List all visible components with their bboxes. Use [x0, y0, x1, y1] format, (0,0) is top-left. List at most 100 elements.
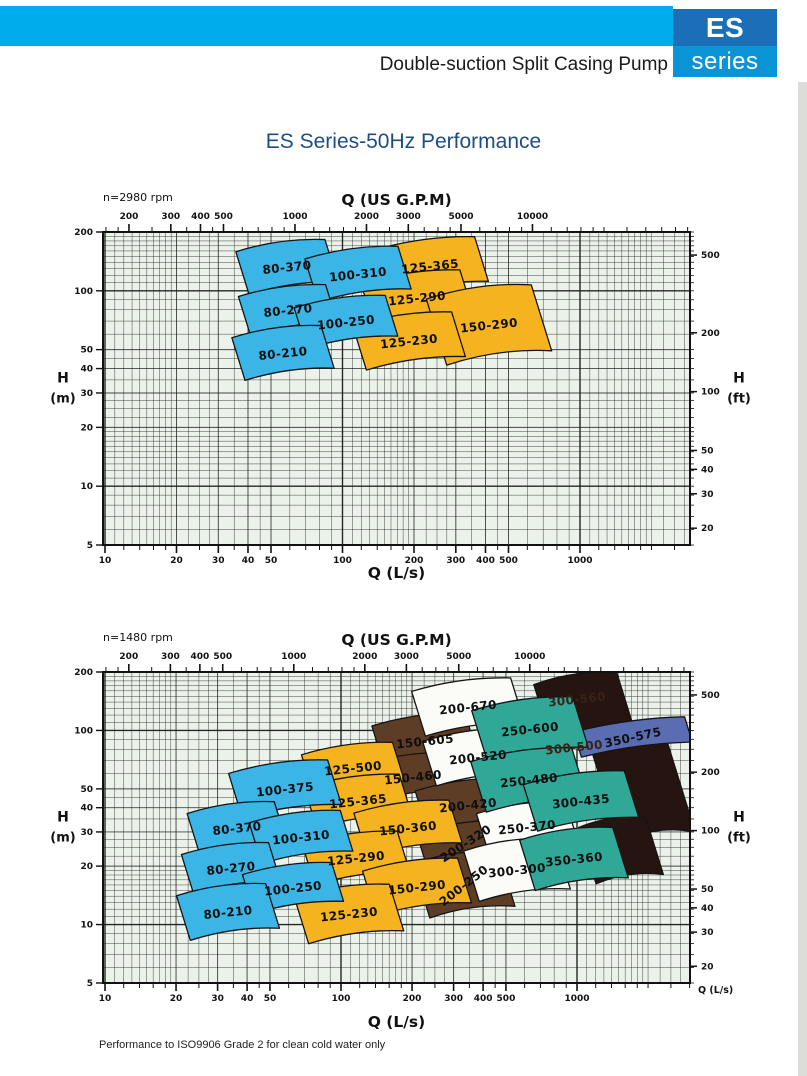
axis-label: 10 [80, 921, 93, 931]
pump-region-label: 125-290 [326, 849, 385, 869]
pump-region-label: 80-370 [262, 258, 312, 277]
axis-label: 100 [74, 726, 93, 736]
axis-label: 3000 [396, 212, 421, 222]
axis-label: 5 [87, 979, 93, 989]
axis-label: 10 [80, 482, 93, 492]
speed-label: n=2980 rpm [103, 191, 173, 204]
axis-label: 300 [444, 994, 463, 1004]
pump-region-label: 200-420 [438, 796, 497, 816]
axis-label: 1000 [564, 994, 589, 1004]
axis-label: 5000 [446, 652, 471, 662]
pump-region-350-575 [573, 716, 689, 758]
pump-region-label: 80-210 [203, 903, 253, 922]
performance-chart-2980rpm: 125-365 125-290 150-290 125-230 80-370 100-31… [50, 191, 751, 582]
left-axis-title: (m) [50, 831, 75, 846]
pump-region-label: 125-500 [323, 759, 382, 779]
axis-label: 200 [403, 994, 422, 1004]
footer-note: Performance to ISO9906 Grade 2 for clean… [99, 1039, 386, 1051]
axis-label: 5 [87, 541, 93, 551]
bottom-axis-title: Q (L/s) [368, 564, 426, 582]
axis-label: 100 [701, 827, 720, 837]
axis-label: 30 [80, 828, 93, 838]
axis-label: 50 [80, 785, 93, 795]
plot-frame [102, 231, 691, 546]
pump-region-label: 100-310 [271, 828, 330, 848]
axis-label: 100 [74, 287, 93, 297]
pump-region-label: 100-250 [263, 879, 322, 899]
axis-label: 200 [405, 556, 424, 566]
pump-region-label: 125-230 [319, 905, 378, 925]
pump-region-label: 300-500 [544, 738, 603, 758]
pump-region-label: 150-290 [387, 878, 446, 898]
page-title: ES Series-50Hz Performance [265, 130, 542, 153]
plot-frame [102, 671, 691, 984]
top-axis-title: Q (US G.P.M) [341, 631, 451, 649]
axis-label: 2000 [354, 212, 379, 222]
axis-label: 200 [701, 329, 720, 339]
axis-label: 400 [476, 556, 495, 566]
right-axis-title: (ft) [727, 392, 751, 407]
axis-label: 50 [264, 994, 277, 1004]
pump-region-label: 80-370 [212, 819, 262, 838]
pump-region-label: 80-270 [206, 859, 256, 878]
left-axis-title: (m) [50, 392, 75, 407]
axis-label: 20 [170, 556, 183, 566]
axis-label: 40 [701, 465, 714, 475]
bottom-axis-ls: 10 20 30 40 50 100 200 300 400 500 1000 [99, 545, 676, 566]
axis-label: 40 [701, 904, 714, 914]
axis-label: 20 [80, 423, 93, 433]
axis-label: 1000 [567, 556, 592, 566]
axis-label: 10000 [514, 652, 545, 662]
right-axis-title: H [733, 810, 745, 826]
axis-label: 30 [701, 490, 714, 500]
axis-label: 300 [161, 652, 180, 662]
header-bar [0, 6, 673, 46]
pump-region-label: 350-360 [544, 850, 603, 870]
pump-region-label: 200-520 [448, 748, 507, 768]
axis-label: 40 [80, 804, 93, 814]
pump-region-300-435 [522, 770, 640, 832]
axis-label: 2000 [352, 652, 377, 662]
axis-label: 100 [332, 994, 351, 1004]
axis-label: 300 [161, 212, 180, 222]
document-subtitle: Double-suction Split Casing Pump [379, 54, 668, 75]
pump-region-label: 250-480 [499, 771, 558, 791]
pump-region-label: 125-230 [379, 332, 438, 352]
axis-label: 1000 [281, 652, 306, 662]
pump-region-80-210 [175, 882, 281, 942]
pump-region-label: 150-460 [383, 768, 442, 788]
axis-label: 1000 [282, 212, 307, 222]
pump-region-label: 150-605 [395, 732, 454, 752]
left-axis-title: H [57, 371, 69, 387]
right-axis-title: (ft) [727, 831, 751, 846]
axis-label: 20 [170, 994, 183, 1004]
axis-label: 30 [80, 389, 93, 399]
axis-label: 200 [701, 768, 720, 778]
axis-label: 10 [99, 556, 112, 566]
axis-label: 200 [119, 652, 138, 662]
axis-label: 30 [211, 994, 224, 1004]
axis-label: 10 [99, 994, 112, 1004]
axis-label: 20 [701, 524, 714, 534]
pump-region-label: 300-560 [547, 690, 606, 710]
pump-region-100-310 [248, 809, 354, 865]
pump-region-label: 250-370 [497, 818, 556, 838]
axis-label: 3000 [394, 652, 419, 662]
axis-label: 50 [80, 346, 93, 356]
top-axis-gpm: 200 300 400 500 1000 2000 3000 5000 10000 [105, 652, 685, 672]
scan-page-edge [798, 82, 807, 1076]
axis-label: 40 [242, 556, 255, 566]
bottom-axis-ls: 10 20 30 40 50 100 200 300 400 500 1000 Q (L/s) [99, 983, 733, 1004]
pump-region-label: 200-670 [438, 698, 497, 718]
pump-region-label: 300-300 [487, 861, 546, 881]
logo-es-text: ES [705, 11, 745, 43]
axis-label: 40 [80, 365, 93, 375]
pump-region-80-210 [231, 324, 335, 382]
axis-label: 200 [120, 212, 139, 222]
axis-label: 20 [701, 962, 714, 972]
axis-label: 30 [212, 556, 225, 566]
axis-label: 500 [213, 652, 232, 662]
